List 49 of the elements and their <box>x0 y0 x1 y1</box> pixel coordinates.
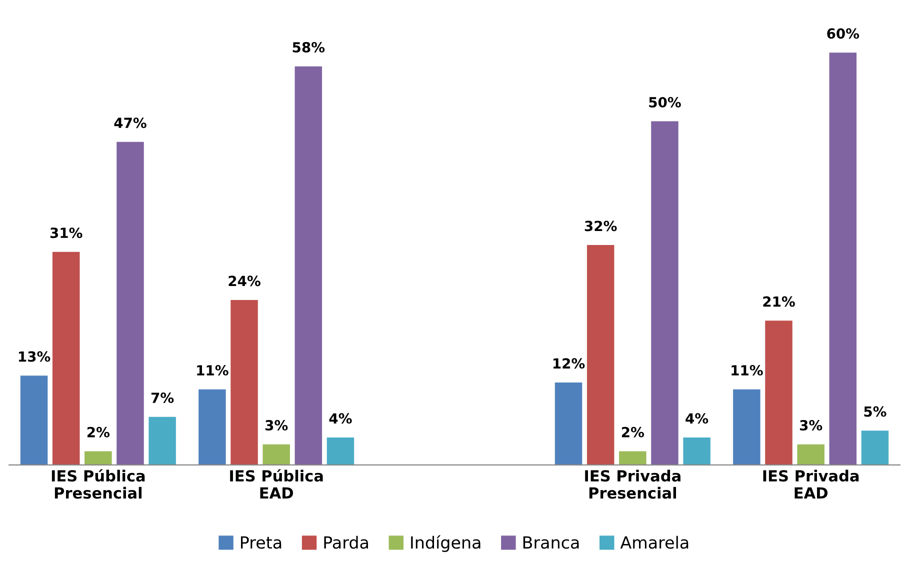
legend-label: Parda <box>324 536 368 549</box>
data-label: 7% <box>151 392 174 404</box>
data-label: 31% <box>50 228 82 238</box>
bar <box>554 382 582 465</box>
data-label: 32% <box>584 220 617 232</box>
data-label: 50% <box>649 96 681 108</box>
data-label: 21% <box>763 296 795 307</box>
data-label: 3% <box>800 420 822 431</box>
data-label: 24% <box>228 276 260 286</box>
legend-label: Branca <box>523 536 579 549</box>
bar <box>294 66 322 465</box>
x-tick-label: IES Privada EAD <box>763 470 859 499</box>
bar <box>797 444 824 465</box>
bar <box>198 389 226 465</box>
data-label: 13% <box>18 351 50 362</box>
bar <box>651 121 678 465</box>
data-label: 2% <box>622 426 644 438</box>
data-label: 2% <box>87 426 110 438</box>
bar <box>20 376 48 465</box>
bar <box>116 142 144 465</box>
data-label: 11% <box>197 365 228 376</box>
x-tick-label: IES Pública EAD <box>230 469 323 499</box>
legend-label: Indígena <box>411 535 480 552</box>
legend-label: Amarela <box>620 536 688 549</box>
bar <box>262 444 290 465</box>
data-label: 12% <box>553 358 585 369</box>
x-tick-label: IES Privada Presencial <box>585 470 680 499</box>
bar <box>733 389 760 465</box>
bar <box>230 300 258 465</box>
bar <box>84 451 112 465</box>
bar <box>765 320 792 465</box>
bar <box>586 245 614 465</box>
bar <box>829 52 857 465</box>
bar <box>52 252 80 465</box>
bar <box>619 451 646 465</box>
legend-label: Preta <box>241 536 282 549</box>
data-label: 58% <box>292 42 325 53</box>
data-label: 11% <box>732 365 763 376</box>
bar <box>861 430 889 465</box>
bar <box>683 437 710 465</box>
data-label: 3% <box>265 420 288 431</box>
data-label: 4% <box>686 413 708 424</box>
bar <box>326 437 354 465</box>
data-label: 47% <box>114 118 146 128</box>
bar <box>148 416 176 465</box>
data-label: 4% <box>329 413 352 424</box>
x-tick-label: IES Pública Presencial <box>52 469 145 499</box>
data-label: 60% <box>827 28 860 39</box>
data-label: 5% <box>864 406 886 417</box>
